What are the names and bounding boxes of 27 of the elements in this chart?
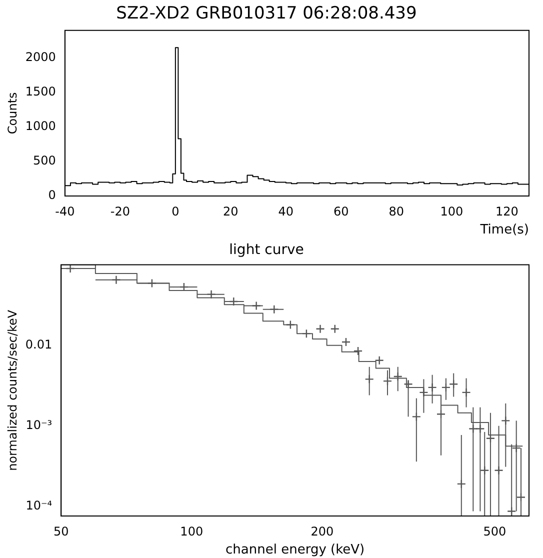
x-tick-label: -20 <box>110 204 130 218</box>
y-tick-label: 0.01 <box>25 337 52 352</box>
y-tick-label: 1000 <box>25 119 56 134</box>
chart-title: SZ2-XD2 GRB010317 06:28:08.439 <box>116 4 417 24</box>
y-tick-label: 1500 <box>25 84 56 99</box>
y-tick-label: 10⁻³ <box>26 418 52 432</box>
x-tick-label: 0 <box>172 204 180 218</box>
x-tick-label: 500 <box>483 524 506 538</box>
x-tick-label: -40 <box>55 204 75 218</box>
x-axis-title: Time(s) <box>479 222 529 238</box>
x-tick-label: 120 <box>495 204 518 218</box>
y-tick-label: 0 <box>48 188 56 202</box>
y-tick-label: 10⁻⁴ <box>26 498 52 513</box>
x-tick-label: 50 <box>53 524 69 538</box>
x-axis-title: channel energy (keV) <box>226 542 365 558</box>
x-tick-label: 40 <box>278 204 294 218</box>
x-tick-label: 100 <box>440 204 464 218</box>
x-tick-label: 200 <box>310 524 334 538</box>
y-tick-label: 500 <box>33 154 56 168</box>
x-tick-label: 60 <box>334 204 349 218</box>
x-tick-label: 80 <box>388 204 404 218</box>
y-axis-title: Counts <box>5 92 20 134</box>
y-axis-title: normalized counts/sec/keV <box>5 309 20 471</box>
y-tick-label: 2000 <box>25 50 56 64</box>
x-tick-label: 20 <box>223 204 238 218</box>
x-tick-label: 100 <box>180 524 204 538</box>
chart-title: light curve <box>229 242 304 258</box>
